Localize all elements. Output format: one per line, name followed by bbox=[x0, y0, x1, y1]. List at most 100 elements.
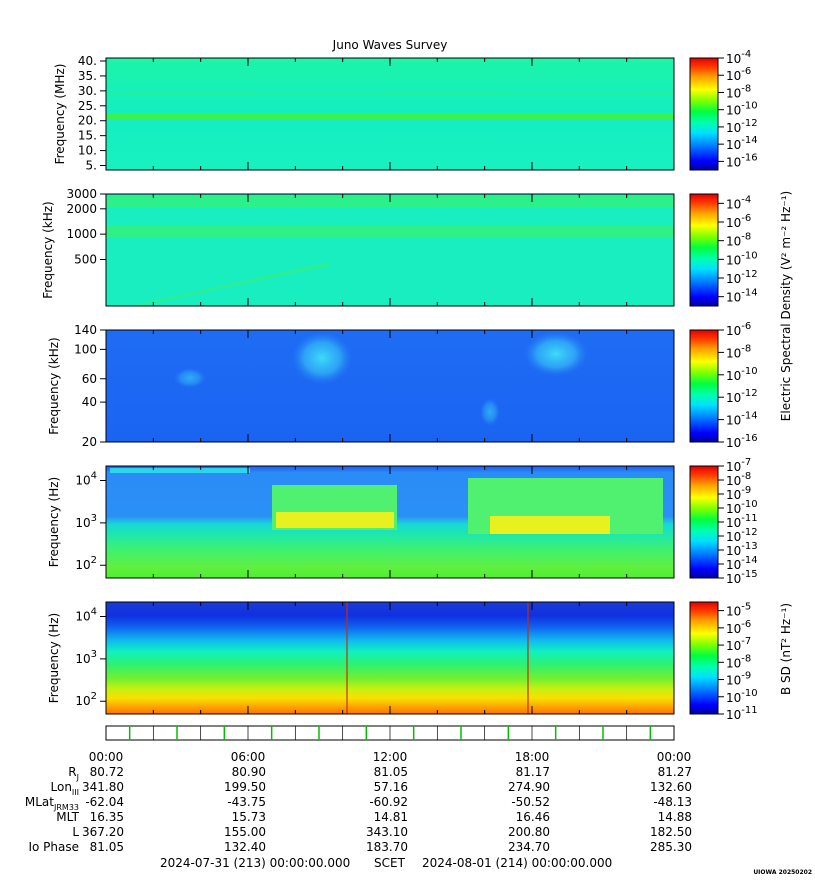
colorbar-tick-label: 10-10 bbox=[726, 688, 758, 705]
ephemeris-row-label: MLatJRM33 bbox=[25, 795, 79, 812]
ephemeris-value: -50.52 bbox=[511, 795, 550, 809]
x-axis-ticks bbox=[105, 58, 675, 714]
ephemeris-value: 200.80 bbox=[508, 825, 550, 839]
ytick-label: 500 bbox=[74, 252, 97, 266]
orbit-tick-marks bbox=[128, 726, 652, 740]
ytick-label: 102 bbox=[75, 555, 97, 572]
ephemeris-value: 15.73 bbox=[232, 810, 266, 824]
panel-2-band-mid bbox=[106, 226, 674, 238]
ephemeris-value: 80.72 bbox=[90, 765, 124, 779]
ephemeris-value: 343.10 bbox=[366, 825, 408, 839]
ephemeris-value: 81.27 bbox=[658, 765, 692, 779]
colorbar-tick-label: 10-14 bbox=[726, 135, 758, 152]
ytick-label: 104 bbox=[75, 471, 97, 488]
panel-3-spectrogram bbox=[105, 329, 675, 443]
colorbar-tick-label: 10-12 bbox=[726, 527, 758, 544]
panel-2-colorbar bbox=[689, 193, 719, 307]
colorbar-tick-label: 10-14 bbox=[726, 288, 758, 305]
ephemeris-value: 16.35 bbox=[90, 810, 124, 824]
ephemeris-value: 16.46 bbox=[516, 810, 550, 824]
panel-1-colorbar bbox=[689, 57, 719, 171]
ephemeris-value: -62.04 bbox=[85, 795, 124, 809]
watermark: UIOWA 20250202 bbox=[753, 869, 812, 876]
ytick-label: 20. bbox=[78, 114, 97, 128]
ytick-label: 35. bbox=[78, 69, 97, 83]
ytick-label: 103 bbox=[75, 649, 97, 666]
colorbar-tick-label: 10-10 bbox=[726, 499, 758, 516]
ephemeris-value: 57.16 bbox=[374, 780, 408, 794]
colorbar-tick-label: 10-12 bbox=[726, 118, 758, 135]
panel-5-ylabel: Frequency (Hz) bbox=[47, 613, 61, 704]
ytick-label: 20 bbox=[82, 435, 97, 449]
panel-4-ylabel: Frequency (Hz) bbox=[47, 477, 61, 568]
scet-label: SCET bbox=[374, 856, 406, 870]
colorbar-tick-label: 10-12 bbox=[726, 388, 758, 405]
ytick-label: 60 bbox=[82, 372, 97, 386]
ephemeris-value: 234.70 bbox=[508, 840, 550, 854]
ephemeris-value: 81.05 bbox=[90, 840, 124, 854]
panel-1-ylabel: Frequency (MHz) bbox=[53, 64, 67, 165]
panel-4-top-band bbox=[110, 468, 250, 473]
colorbar-tick-label: 10-9 bbox=[726, 485, 751, 502]
ephemeris-value: 14.88 bbox=[658, 810, 692, 824]
ytick-label: 25. bbox=[78, 99, 97, 113]
xtick-label: 06:00 bbox=[231, 750, 266, 764]
ytick-label: 10. bbox=[78, 144, 97, 158]
colorbar-tick-label: 10-8 bbox=[726, 343, 751, 360]
ephemeris-value: 80.90 bbox=[232, 765, 266, 779]
colorbar-tick-label: 10-14 bbox=[726, 555, 758, 572]
colorbar-tick-label: 10-15 bbox=[726, 569, 758, 586]
colorbar-tick-label: 10-6 bbox=[726, 619, 751, 636]
colorbar-tick-label: 10-5 bbox=[726, 602, 751, 619]
colorbar-tick-label: 10-8 bbox=[726, 471, 751, 488]
ytick-label: 40. bbox=[78, 54, 97, 68]
ephemeris-value: 341.80 bbox=[82, 780, 124, 794]
colorbar-tick-label: 10-8 bbox=[726, 232, 751, 249]
ytick-label: 3000 bbox=[66, 187, 97, 201]
colorbar-tick-label: 10-8 bbox=[726, 653, 751, 670]
colorbar-ticks: 10-410-610-810-1010-1210-1410-1610-410-6… bbox=[718, 49, 758, 722]
panel-3-emission-blob-3 bbox=[174, 368, 206, 388]
ephemeris-row-label: RJ bbox=[68, 765, 79, 782]
ytick-label: 103 bbox=[75, 513, 97, 530]
ephemeris-value: 182.50 bbox=[650, 825, 692, 839]
chart-title: Juno Waves Survey bbox=[332, 38, 448, 52]
colorbar-tick-label: 10-9 bbox=[726, 671, 751, 688]
ytick-label: 5. bbox=[86, 159, 97, 173]
ephemeris-table: 00:00 06:00 12:00 18:00 00:00 RJ 80.72 80.90 81.… bbox=[25, 750, 692, 854]
ytick-label: 140 bbox=[74, 323, 97, 337]
ephemeris-value: -43.75 bbox=[227, 795, 266, 809]
ytick-label: 15. bbox=[78, 129, 97, 143]
colorbar-tick-label: 10-14 bbox=[726, 411, 758, 428]
ephemeris-value: 199.50 bbox=[224, 780, 266, 794]
ephemeris-value: 183.70 bbox=[366, 840, 408, 854]
ephemeris-value: 14.81 bbox=[374, 810, 408, 824]
colorbar-tick-label: 10-6 bbox=[726, 321, 751, 338]
ytick-label: 30. bbox=[78, 84, 97, 98]
electric-colorbar-label: Electric Spectral Density (V² m⁻² Hz⁻¹) bbox=[779, 191, 793, 421]
panel-3-emission-blob-4 bbox=[480, 398, 500, 426]
ephemeris-row-label: LonIII bbox=[51, 780, 80, 797]
colorbar-tick-label: 10-16 bbox=[726, 152, 758, 169]
colorbar-tick-label: 10-4 bbox=[726, 194, 751, 211]
colorbar-tick-label: 10-6 bbox=[726, 66, 751, 83]
ytick-label: 104 bbox=[75, 607, 97, 624]
ytick-label: 40 bbox=[82, 395, 97, 409]
panel-2-drift-feature bbox=[130, 262, 330, 306]
ephemeris-value: -48.13 bbox=[653, 795, 692, 809]
colorbar-tick-label: 10-8 bbox=[726, 83, 751, 100]
ephemeris-value: 81.05 bbox=[374, 765, 408, 779]
colorbars bbox=[689, 57, 719, 715]
colorbar-tick-label: 10-16 bbox=[726, 433, 758, 450]
panel-2-ylabel: Frequency (kHz) bbox=[41, 201, 55, 298]
ephemeris-value: 274.90 bbox=[508, 780, 550, 794]
ephemeris-value: 81.17 bbox=[516, 765, 550, 779]
xtick-label: 00:00 bbox=[89, 750, 124, 764]
panel-3-ylabel: Frequency (kHz) bbox=[47, 337, 61, 434]
ephemeris-row-label: Io Phase bbox=[28, 840, 79, 854]
panel-3-colorbar bbox=[689, 329, 719, 443]
ytick-label: 102 bbox=[75, 691, 97, 708]
panel-5-colorbar bbox=[689, 601, 719, 715]
